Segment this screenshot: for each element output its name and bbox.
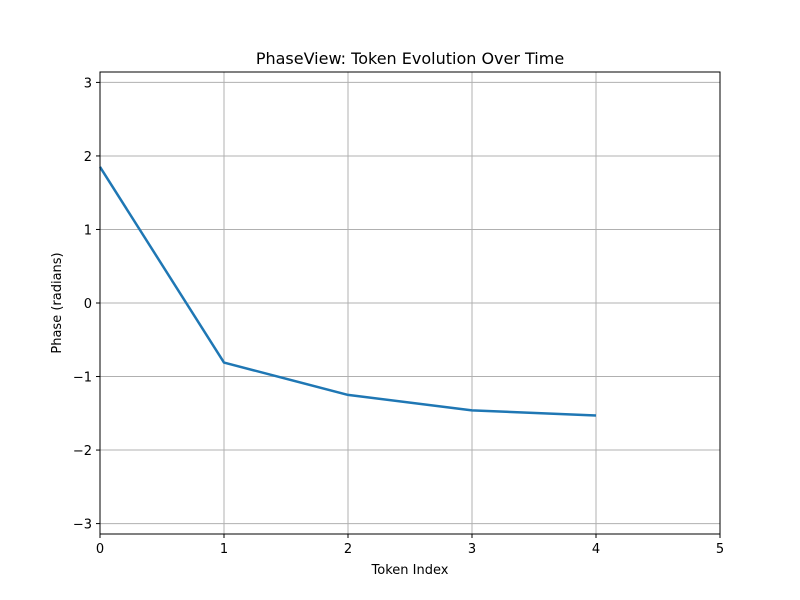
y-tick-label: 2 (84, 150, 92, 165)
grid (99, 72, 721, 534)
y-tick-label: 0 (84, 297, 92, 312)
x-axis-label: Token Index (371, 563, 449, 578)
y-tick-label: −1 (73, 371, 92, 386)
y-tick-label: −3 (73, 518, 92, 533)
x-tick-label: 4 (592, 542, 600, 557)
y-tick-label: −2 (73, 444, 92, 459)
x-tick-label: 1 (220, 542, 228, 557)
y-axis-label: Phase (radians) (50, 252, 65, 353)
series-line-phase (98, 166, 597, 417)
chart-title: PhaseView: Token Evolution Over Time (256, 49, 564, 68)
y-tick-label: 3 (84, 76, 92, 91)
series-layer (98, 166, 597, 417)
x-tick-label: 3 (468, 542, 476, 557)
x-tick-label: 2 (344, 542, 352, 557)
y-tick-label: 1 (84, 223, 92, 238)
x-tick-label: 0 (96, 542, 104, 557)
ticks: 0 1 2 3 4 5 3 2 1 0 −1 −2 −3 (73, 76, 724, 557)
x-tick-label: 5 (716, 542, 724, 557)
